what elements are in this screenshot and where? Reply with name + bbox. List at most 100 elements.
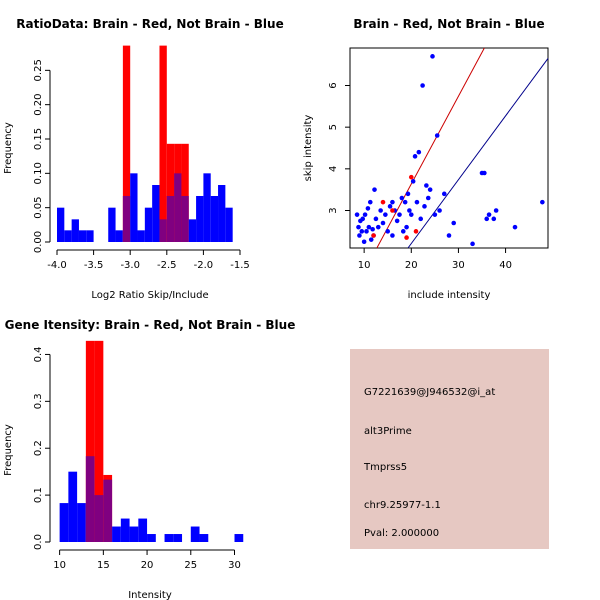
not-brain-point xyxy=(390,199,395,205)
not-brain-point xyxy=(368,237,374,242)
ratio-hist-bar-not-brain xyxy=(57,207,65,242)
ratio-hist-x-tick-label: -2.0 xyxy=(194,260,214,271)
intensity-hist-x-tick-label: 10 xyxy=(53,560,66,571)
ratio-hist-bar-not-brain xyxy=(144,207,153,242)
not-brain-point xyxy=(420,83,425,88)
ratio-hist-bar-brain xyxy=(166,143,175,242)
ratio-hist-y-tick-label: 0.05 xyxy=(33,197,44,219)
intensity-hist-bar-not-brain xyxy=(138,518,148,542)
not-brain-point xyxy=(402,199,408,205)
intensity-hist-bar-not-brain xyxy=(190,526,200,542)
intensity-hist-bar-not-brain xyxy=(68,471,78,542)
not-brain-point xyxy=(446,233,452,238)
brain-point xyxy=(380,199,386,205)
info-probe-id: G7221639@J946532@i_at xyxy=(364,387,495,398)
not-brain-point xyxy=(484,216,490,222)
scatter-fit-lines xyxy=(376,47,549,249)
not-brain-point xyxy=(357,233,362,238)
intensity-hist-bar-not-brain xyxy=(77,503,86,542)
not-brain-point xyxy=(434,133,440,138)
intensity-histogram-ylabel: Frequency xyxy=(3,424,14,476)
ratio-hist-bar-overlap xyxy=(122,195,131,242)
brain-fit-line xyxy=(376,47,485,249)
not-brain-point xyxy=(387,204,393,209)
not-brain-fit-line xyxy=(407,58,549,249)
ratio-hist-bar-not-brain xyxy=(108,207,116,242)
not-brain-point xyxy=(427,187,433,192)
ratio-hist-bar-not-brain xyxy=(188,219,197,242)
intensity-hist-bar-not-brain xyxy=(199,534,209,542)
ratio-histogram-panel: RatioData: Brain - Red, Not Brain - Blue… xyxy=(3,17,284,301)
scatter-x-tick-label: 20 xyxy=(405,260,418,271)
scatter-axes: 10 20 30 40 3 4 5 6 xyxy=(328,82,512,271)
intensity-hist-x-tick-label: 25 xyxy=(184,560,197,571)
not-brain-point xyxy=(410,179,416,184)
intensity-hist-bar-overlap xyxy=(103,479,113,542)
not-brain-point xyxy=(470,241,475,247)
scatter-points xyxy=(354,54,545,247)
info-gene-name: Tmprss5 xyxy=(363,462,407,473)
ratio-hist-y-tick-label: 0.00 xyxy=(33,231,44,253)
info-event-type: alt3Prime xyxy=(364,426,412,437)
not-brain-point xyxy=(366,224,372,230)
ratio-hist-y-tick-label: 0.20 xyxy=(33,94,44,116)
not-brain-point xyxy=(408,212,414,217)
not-brain-point xyxy=(385,229,391,234)
not-brain-point xyxy=(373,216,379,222)
not-brain-point xyxy=(375,224,381,230)
scatter-x-tick-label: 40 xyxy=(499,260,512,271)
not-brain-point xyxy=(491,216,497,222)
ratio-hist-bar-not-brain xyxy=(130,173,138,242)
intensity-hist-x-tick-label: 30 xyxy=(228,560,241,571)
ratio-histogram-bars xyxy=(57,45,233,242)
not-brain-point xyxy=(418,216,424,222)
not-brain-point xyxy=(383,212,388,217)
not-brain-point xyxy=(399,195,405,201)
not-brain-point xyxy=(394,218,400,224)
not-brain-point xyxy=(356,224,361,230)
intensity-hist-bar-not-brain xyxy=(120,518,130,542)
ratio-hist-bar-not-brain xyxy=(196,195,204,242)
scatter-title: Brain - Red, Not Brain - Blue xyxy=(353,17,544,31)
not-brain-point xyxy=(364,229,369,234)
brain-point xyxy=(371,233,376,238)
not-brain-point xyxy=(424,183,429,188)
ratio-hist-y-tick-label: 0.25 xyxy=(33,59,44,81)
ratio-hist-bar-overlap xyxy=(159,219,167,242)
intensity-hist-bar-overlap xyxy=(85,456,95,542)
info-pval: Pval: 2.000000 xyxy=(364,528,439,539)
intensity-hist-y-tick-label: 0.0 xyxy=(33,534,44,550)
not-brain-point xyxy=(400,229,406,234)
intensity-histogram-bars xyxy=(59,340,244,542)
ratio-hist-y-tick-label: 0.10 xyxy=(33,162,44,184)
intensity-hist-bar-not-brain xyxy=(129,526,139,542)
ratio-hist-bar-not-brain xyxy=(218,185,226,242)
not-brain-point xyxy=(482,170,487,176)
intensity-hist-bar-not-brain xyxy=(234,534,244,542)
not-brain-point xyxy=(370,226,375,232)
ratio-hist-bar-not-brain xyxy=(115,230,123,242)
info-box-background xyxy=(350,349,549,549)
not-brain-point xyxy=(412,154,418,159)
ratio-hist-y-tick-label: 0.15 xyxy=(33,128,44,150)
intensity-hist-bar-not-brain xyxy=(164,534,174,542)
intensity-hist-y-tick-label: 0.3 xyxy=(33,393,44,409)
ratio-hist-bar-not-brain xyxy=(78,230,87,242)
intensity-histogram-axes: 10 15 20 25 30 0.0 0.1 0.2 0.3 0.4 xyxy=(33,346,241,571)
scatter-x-tick-label: 30 xyxy=(452,260,465,271)
ratio-hist-bar-not-brain xyxy=(203,173,211,242)
ratio-histogram-axes: -4.0 -3.5 -3.0 -2.5 -2.0 -1.5 0.00 0.05 0.10 0.15… xyxy=(33,59,250,271)
ratio-hist-bar-not-brain xyxy=(71,219,79,242)
scatter-y-tick-label: 6 xyxy=(328,82,339,88)
not-brain-point xyxy=(354,212,360,217)
ratio-hist-bar-brain xyxy=(159,45,167,242)
not-brain-point xyxy=(380,220,386,226)
intensity-histogram-xlabel: Intensity xyxy=(128,590,172,600)
ratio-histogram-title: RatioData: Brain - Red, Not Brain - Blue xyxy=(16,17,283,31)
not-brain-point xyxy=(416,149,422,155)
not-brain-point xyxy=(362,212,368,217)
intensity-hist-y-tick-label: 0.1 xyxy=(33,487,44,503)
ratio-hist-bar-brain xyxy=(122,45,131,242)
intensity-hist-bar-not-brain xyxy=(173,534,183,542)
